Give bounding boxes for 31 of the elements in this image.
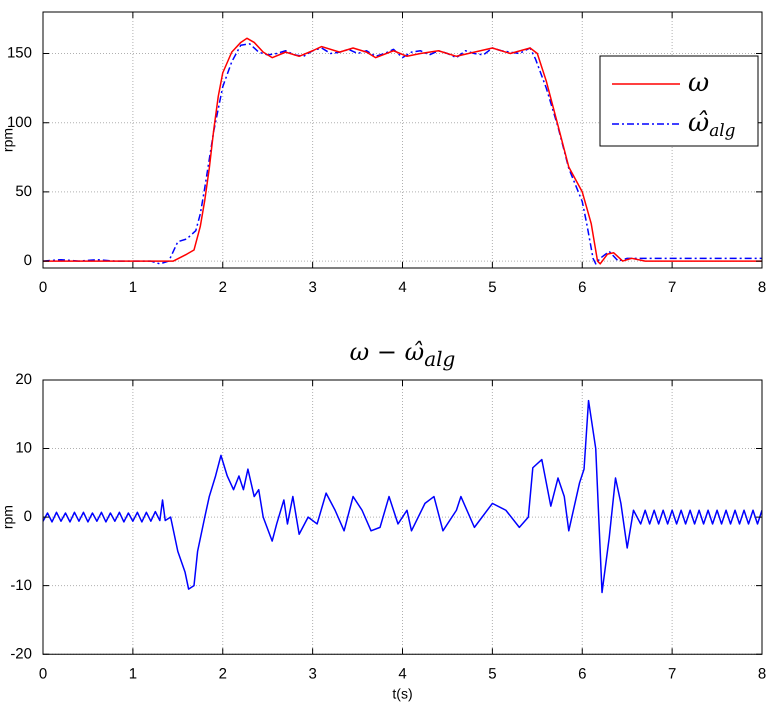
y-tick-label: 0 bbox=[24, 252, 32, 270]
x-tick-label: 8 bbox=[758, 665, 766, 682]
x-tick-label: 0 bbox=[38, 279, 48, 296]
y-tick-label: -20 bbox=[10, 645, 32, 662]
chart-title: ω − ω̂$_{alg}$ bbox=[348, 338, 456, 371]
x-tick-label: 6 bbox=[578, 665, 586, 682]
y-axis-title: rpm bbox=[0, 128, 16, 152]
x-tick-label: 8 bbox=[758, 279, 766, 296]
y-tick-label: 50 bbox=[15, 183, 32, 200]
x-tick-label: 3 bbox=[308, 279, 317, 296]
x-tick-label: 6 bbox=[578, 279, 586, 296]
x-tick-label: 1 bbox=[128, 279, 138, 296]
y-axis-title: rpm bbox=[0, 505, 16, 530]
x-tick-label: 4 bbox=[398, 279, 407, 296]
x-tick-label: 5 bbox=[488, 665, 497, 682]
x-tick-label: 2 bbox=[218, 279, 227, 296]
y-tick-label: 150 bbox=[6, 44, 32, 62]
x-tick-label: 2 bbox=[218, 665, 227, 682]
y-tick-label: -10 bbox=[10, 576, 32, 594]
x-tick-label: 1 bbox=[128, 665, 138, 682]
x-tick-label: 7 bbox=[668, 665, 676, 682]
x-tick-label: 0 bbox=[38, 665, 48, 682]
x-tick-label: 4 bbox=[398, 665, 407, 682]
y-tick-label: 10 bbox=[15, 440, 32, 457]
y-tick-label: 20 bbox=[15, 371, 32, 388]
y-tick-label: 0 bbox=[24, 508, 32, 526]
x-tick-label: 7 bbox=[668, 279, 676, 296]
x-tick-label: 5 bbox=[488, 279, 497, 296]
legend-label: ω bbox=[688, 68, 710, 98]
x-tick-label: 3 bbox=[308, 665, 317, 682]
x-axis-title: t(s) bbox=[392, 685, 413, 702]
